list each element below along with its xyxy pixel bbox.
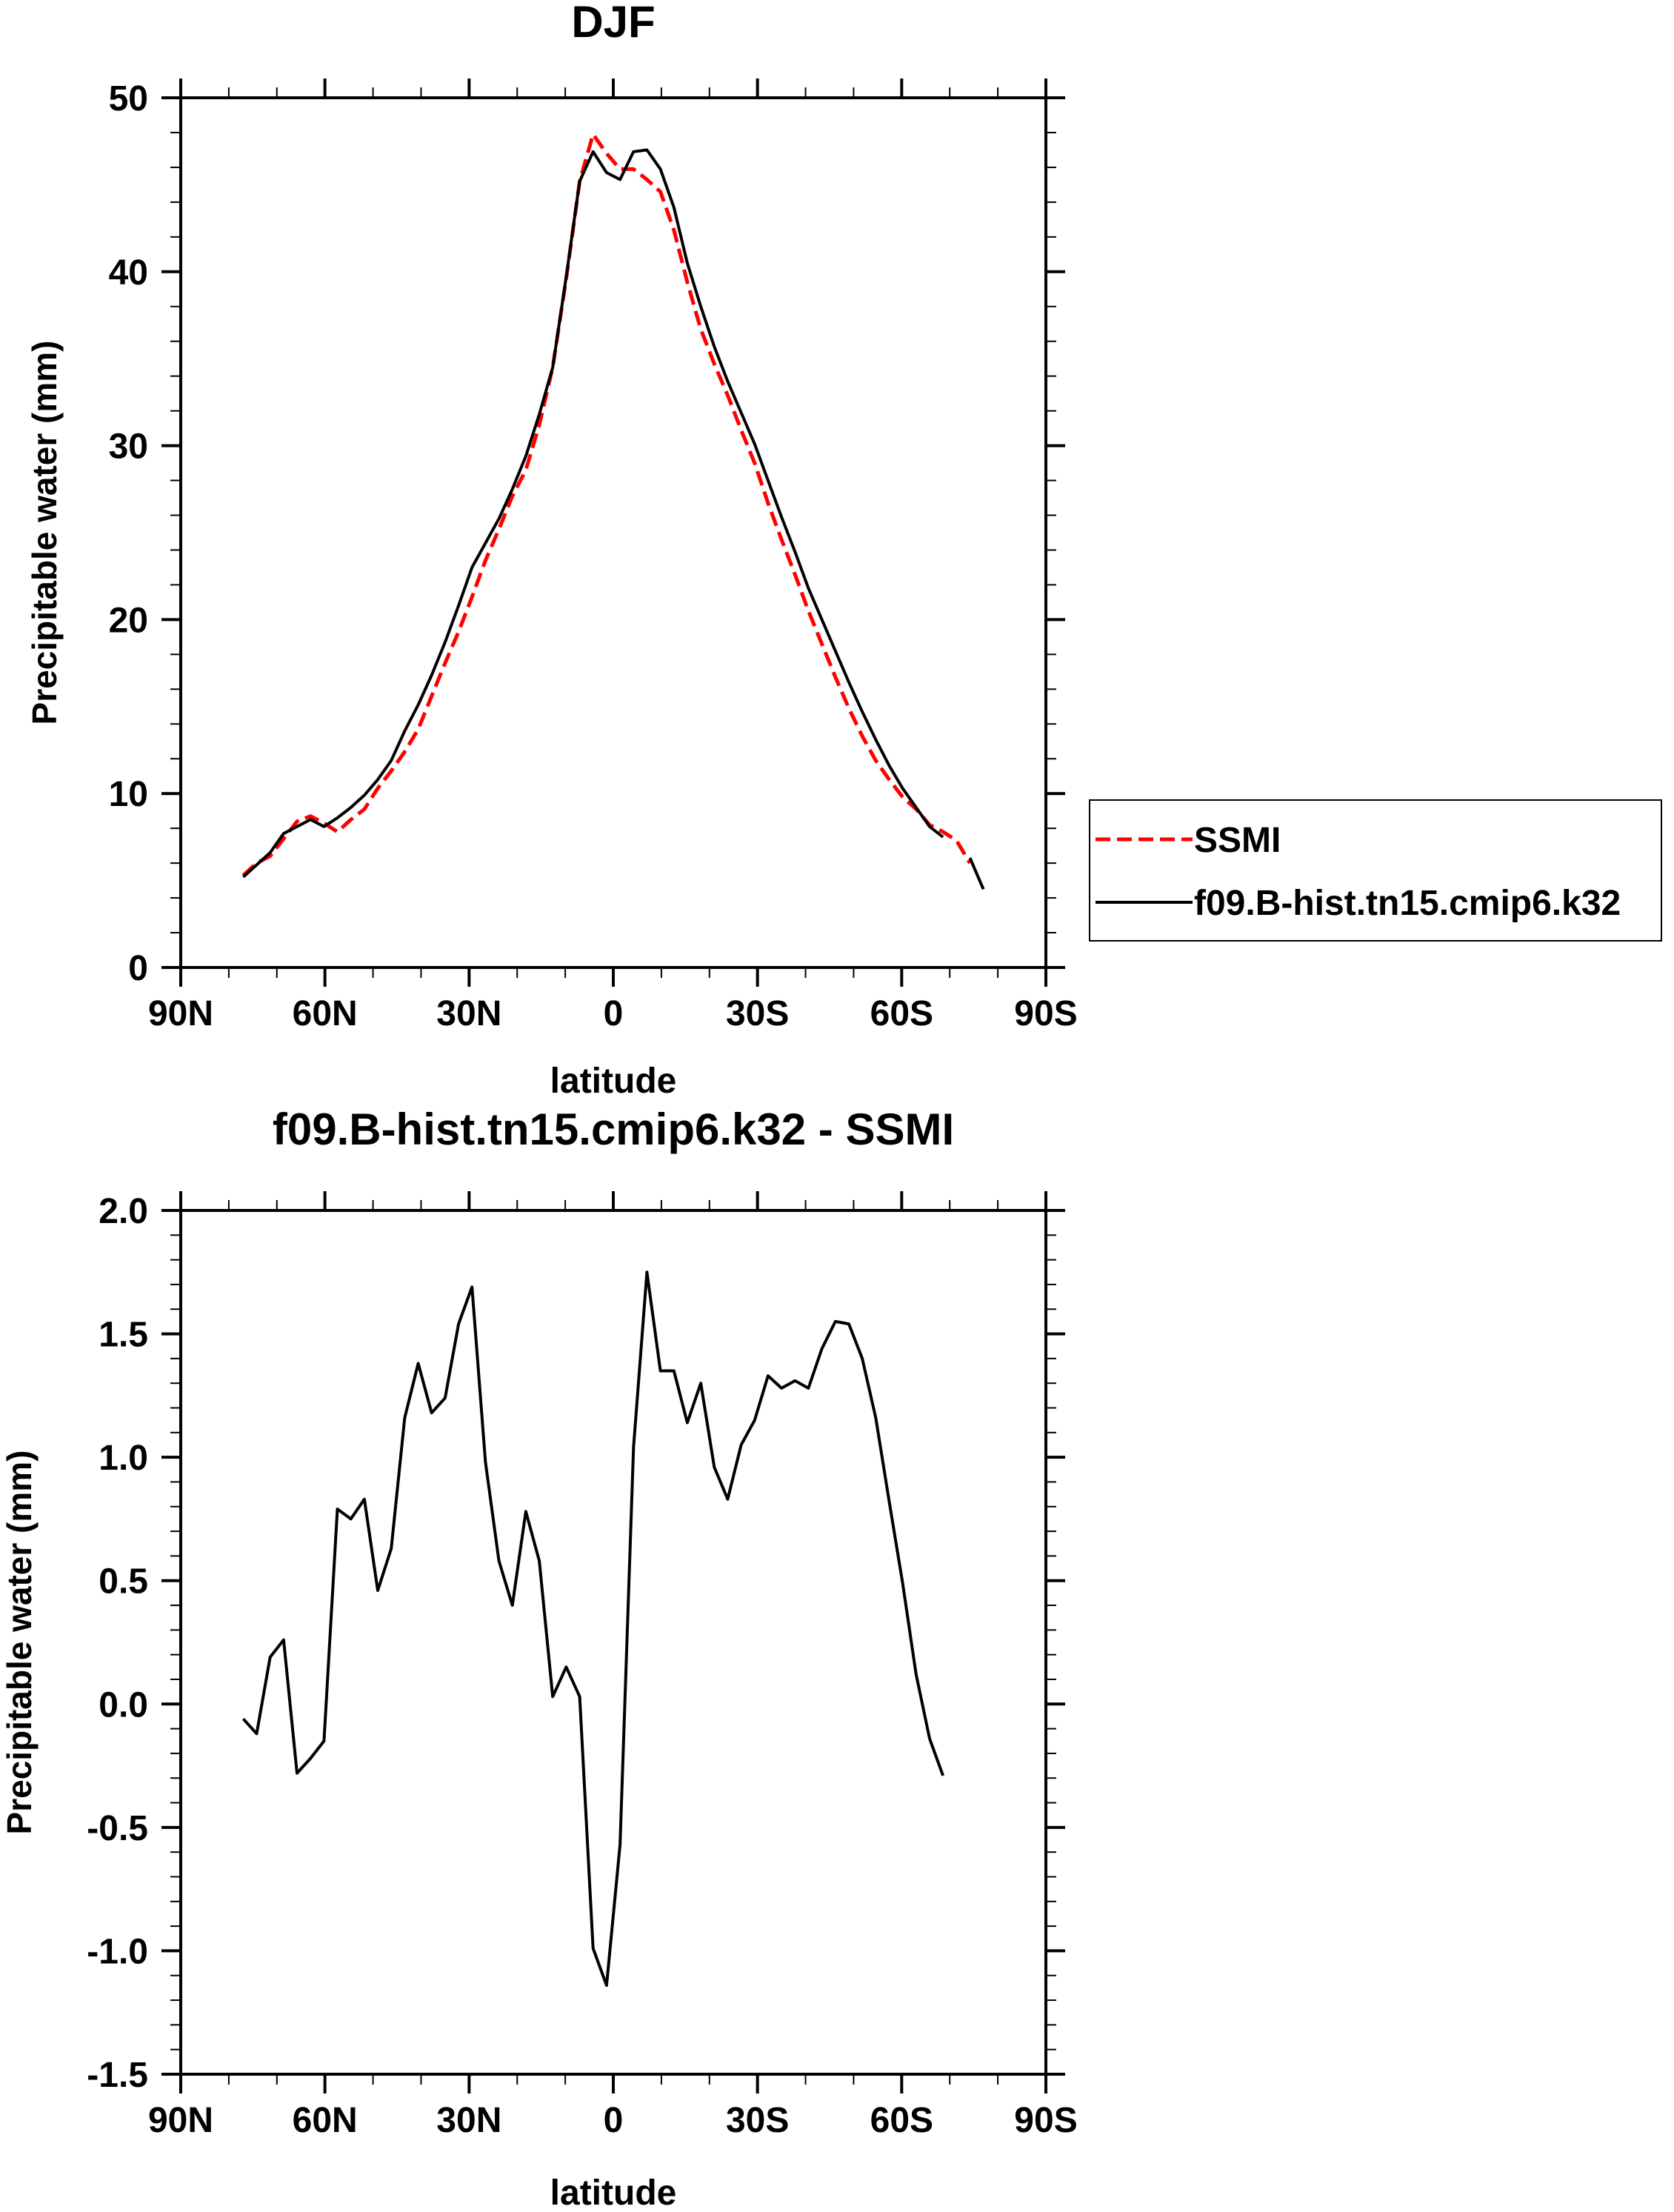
top-title: DJF: [571, 0, 655, 47]
x-tick-label: 0: [604, 2101, 624, 2140]
bottom-xlabel: latitude: [550, 2173, 677, 2212]
y-tick-label: -1.0: [87, 1932, 148, 1971]
y-tick-label: 0.0: [99, 1685, 148, 1725]
y-tick-label: 1.0: [99, 1439, 148, 1478]
y-tick-label: 0.5: [99, 1562, 148, 1602]
x-tick-label: 60S: [870, 2101, 933, 2140]
top-xlabel: latitude: [550, 1062, 677, 1101]
x-tick-label: 60N: [293, 994, 358, 1033]
y-tick-label: 1.5: [99, 1316, 148, 1355]
x-tick-label: 90S: [1014, 994, 1077, 1033]
x-tick-label: 90S: [1014, 2101, 1077, 2140]
plot-frame: [179, 1209, 1047, 2076]
bottom-ylabel: Precipitable water (mm): [0, 1450, 39, 1835]
legend-label-ssmi: SSMI: [1194, 821, 1281, 860]
legend-box: [1089, 799, 1662, 942]
series-line-ssmi: [241, 132, 972, 877]
bottom-plot: 90N 60N 30N 0 30S 60S 90S -1.5 -1.0 -0.5 0.0 0.5 1.0…: [87, 1191, 1078, 2140]
x-tick-label: 60S: [870, 994, 933, 1033]
series-line-f09-b-hist-tn15-cmip6-k32: [242, 148, 985, 890]
x-tick-label: 0: [604, 994, 624, 1033]
y-tick-label: 50: [109, 79, 148, 119]
y-tick-label: 40: [109, 253, 148, 293]
y-tick-label: 10: [109, 775, 148, 814]
top-ylabel: Precipitable water (mm): [25, 341, 64, 725]
x-tick-label: 30N: [436, 2101, 501, 2140]
y-tick-label: -0.5: [87, 1809, 148, 1848]
top-plot: 90N 60N 30N 0 30S 60S 90S 0 10 20 30 40 50: [109, 79, 1078, 1033]
y-tick-label: 30: [109, 427, 148, 467]
legend-label-model: f09.B-hist.tn15.cmip6.k32: [1194, 884, 1621, 923]
legend: SSMI f09.B-hist.tn15.cmip6.k32: [1089, 799, 1662, 942]
x-tick-label: 90N: [148, 2101, 213, 2140]
x-tick-label: 90N: [148, 994, 213, 1033]
series-line-difference: [241, 1270, 944, 1988]
x-tick-label: 30N: [436, 994, 501, 1033]
y-tick-label: 0: [128, 949, 148, 988]
y-tick-label: 2.0: [99, 1192, 148, 1231]
y-tick-label: -1.5: [87, 2056, 148, 2095]
x-tick-label: 60N: [293, 2101, 358, 2140]
bottom-title: f09.B-hist.tn15.cmip6.k32 - SSMI: [273, 1105, 954, 1154]
plot-frame: [179, 96, 1047, 969]
y-tick-label: 20: [109, 601, 148, 640]
x-tick-label: 30S: [726, 994, 789, 1033]
x-tick-label: 30S: [726, 2101, 789, 2140]
